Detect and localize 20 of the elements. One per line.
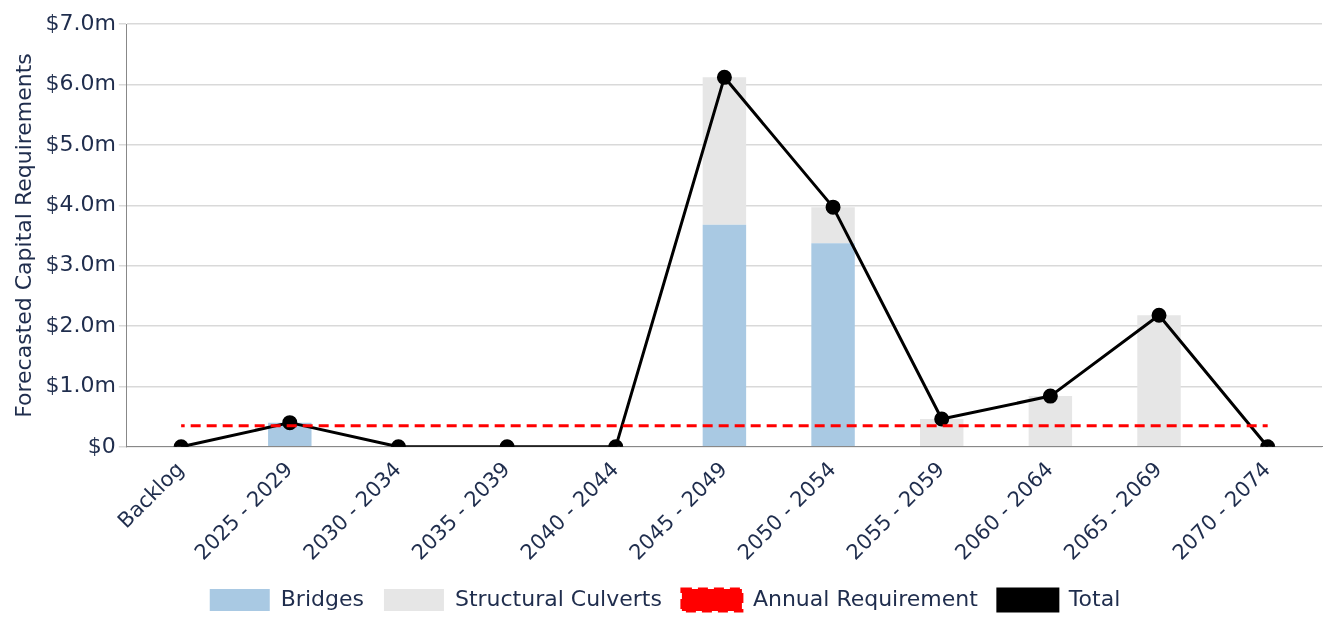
y-tick-label: $1.0m: [45, 372, 116, 398]
bar: [1137, 315, 1181, 447]
bar: [702, 224, 747, 447]
y-tick-label: $5.0m: [45, 130, 116, 156]
y-tick-label: $7.0m: [45, 9, 116, 35]
y-tick-label: $0: [87, 432, 116, 458]
y-tick-label: $2.0m: [45, 311, 116, 337]
legend-label: Annual Requirement: [752, 585, 979, 611]
point: [716, 69, 732, 85]
y-axis-title: Forecasted Capital Requirements: [10, 53, 36, 418]
point: [825, 199, 841, 215]
legend-label: Total: [1067, 585, 1121, 611]
y-tick-label: $3.0m: [45, 251, 116, 277]
y-tick-label: $6.0m: [45, 70, 116, 96]
bar: [811, 243, 855, 447]
point: [1151, 307, 1167, 323]
y-tick-label: $4.0m: [45, 191, 116, 217]
legend-label: Structural Culverts: [454, 585, 662, 611]
legend-label: Bridges: [280, 585, 364, 611]
bar: [702, 77, 747, 225]
